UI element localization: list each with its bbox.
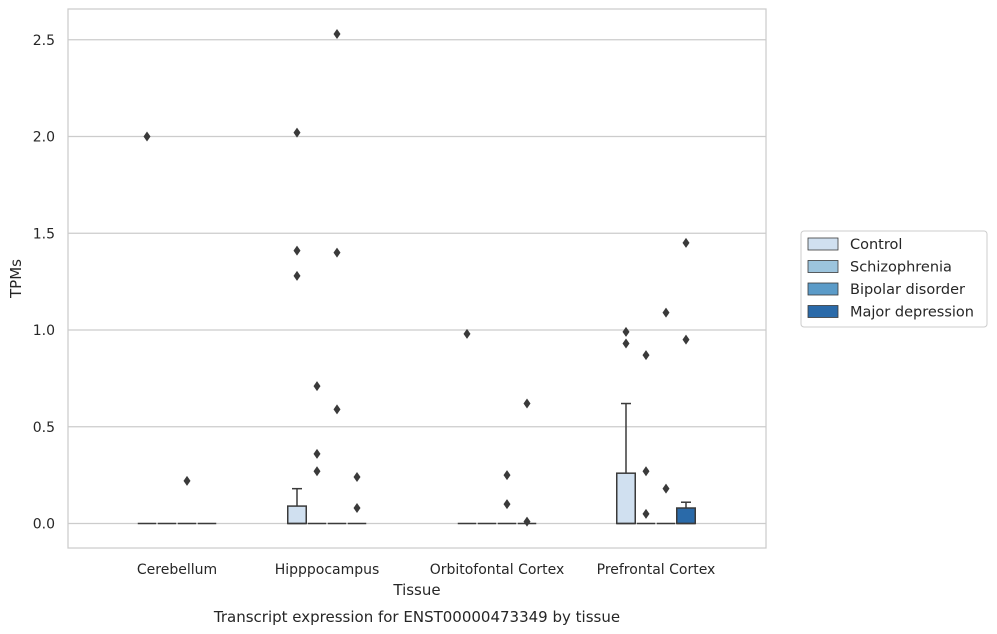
outlier-point: [333, 247, 341, 258]
outlier-points: [143, 28, 690, 527]
legend-swatch: [807, 282, 839, 296]
outlier-point: [333, 28, 341, 39]
legend-label: Control: [850, 237, 902, 253]
x-axis-ticks: Cerebellum Hipppocampus Orbitofontal Corte…: [137, 562, 715, 578]
box-control: [616, 402, 636, 525]
outlier-point: [642, 350, 650, 361]
outlier-point: [463, 328, 471, 339]
outlier-point: [313, 448, 321, 459]
outlier-point: [682, 237, 690, 248]
outlier-point: [313, 381, 321, 392]
y-tick-label: 2.5: [33, 33, 55, 49]
box-series: [137, 402, 696, 525]
outlier-point: [183, 475, 191, 486]
outlier-point: [642, 466, 650, 477]
box-body: [616, 472, 636, 525]
y-tick-label: 0.5: [33, 420, 55, 436]
box-body: [676, 507, 696, 525]
legend-swatch: [807, 237, 839, 251]
legend-label: Schizophrenia: [850, 260, 952, 276]
gridlines: [68, 39, 766, 525]
outlier-point: [523, 516, 531, 527]
outlier-point: [503, 470, 511, 481]
x-axis-label: Tissue: [392, 581, 440, 599]
plot-frame: [67, 8, 767, 549]
outlier-point: [622, 326, 630, 337]
y-axis-label: TPMs: [7, 259, 25, 299]
box-major-depression: [676, 501, 696, 525]
x-tick-label: Prefrontal Cortex: [597, 562, 716, 578]
y-tick-label: 0.0: [33, 517, 55, 533]
outlier-point: [662, 307, 670, 318]
outlier-point: [622, 338, 630, 349]
legend-label: Bipolar disorder: [850, 282, 965, 298]
legend-swatch: [807, 305, 839, 318]
x-tick-label: Orbitofontal Cortex: [430, 562, 565, 578]
outlier-point: [503, 499, 511, 510]
outlier-point: [642, 508, 650, 519]
outlier-point: [353, 503, 361, 514]
y-tick-label: 1.0: [33, 323, 55, 339]
outlier-point: [143, 131, 151, 142]
outlier-point: [293, 245, 301, 256]
outlier-point: [662, 483, 670, 494]
legend-swatch: [807, 260, 839, 273]
x-tick-label: Hipppocampus: [275, 562, 380, 578]
outlier-point: [523, 398, 531, 409]
legend: Control Schizophrenia Bipolar disorder Majo…: [800, 230, 988, 328]
x-tick-label: Cerebellum: [137, 562, 217, 578]
outlier-point: [293, 127, 301, 138]
outlier-point: [353, 472, 361, 483]
box-body: [287, 505, 307, 525]
outlier-point: [313, 466, 321, 477]
y-tick-label: 1.5: [33, 226, 55, 242]
y-tick-label: 2.0: [33, 130, 55, 146]
legend-frame: [800, 230, 988, 328]
outlier-point: [333, 404, 341, 415]
box-control: [287, 487, 307, 525]
chart-caption: Transcript expression for ENST0000047334…: [213, 608, 620, 626]
legend-label: Major depression: [850, 305, 974, 321]
outlier-point: [293, 270, 301, 281]
y-axis-ticks: 0.0 0.5 1.0 1.5 2.0 2.5: [33, 33, 55, 533]
outlier-point: [682, 334, 690, 345]
